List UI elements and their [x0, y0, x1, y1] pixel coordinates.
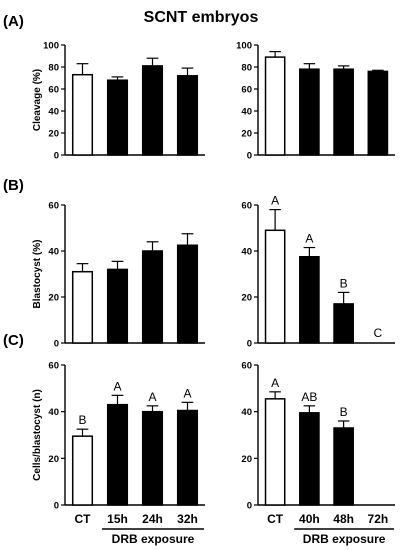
- y-tick-label: 20: [48, 293, 59, 304]
- y-axis-label: Cells/blastocyst (n): [32, 389, 43, 481]
- bar-15h: [106, 403, 129, 506]
- significance-letter: B: [78, 413, 86, 427]
- panels: (A)Cleavage (%)020406080100020406080100(…: [3, 13, 395, 546]
- y-tick-label: 40: [48, 247, 59, 258]
- significance-letter: A: [148, 390, 156, 404]
- y-tick-label: 40: [48, 407, 59, 418]
- chart-panel-6: 0 20 40 60 A CT AB 40h B 48h 72h DRB exposure: [241, 361, 395, 546]
- significance-letter: A: [271, 194, 279, 208]
- x-tick-label: 48h: [333, 512, 354, 526]
- y-tick-label: 100: [236, 41, 252, 52]
- chart-panel-5: (C) Cells/blastocyst (n) 0 20 40 60 B CT A 15h A 24…: [3, 332, 205, 546]
- significance-letter: B: [340, 405, 348, 419]
- chart-panel-4: 0 20 40 60 A A B C: [241, 194, 395, 350]
- group-label: DRB exposure: [303, 532, 386, 546]
- y-tick-label: 40: [241, 107, 252, 118]
- y-tick-label: 80: [48, 63, 59, 74]
- y-tick-label: 40: [241, 247, 252, 258]
- y-tick-label: 40: [241, 407, 252, 418]
- bar-15h: [106, 268, 129, 344]
- panel-label: (B): [3, 177, 24, 194]
- y-tick-label: 40: [48, 107, 59, 118]
- x-tick-label: CT: [267, 512, 284, 526]
- bar-40h: [299, 68, 320, 156]
- bar-48h: [333, 427, 354, 506]
- significance-letter: B: [340, 276, 348, 290]
- y-tick-label: 80: [241, 63, 252, 74]
- y-tick-label: 0: [247, 501, 252, 512]
- group-label: DRB exposure: [112, 532, 195, 546]
- panel-label: (C): [3, 332, 24, 349]
- y-tick-label: 60: [241, 85, 252, 96]
- y-axis-label: Cleavage (%): [32, 69, 43, 131]
- panel-label: (A): [3, 13, 24, 30]
- chart-panel-1: (A) Cleavage (%) 0 20 40 60 80 100: [3, 13, 205, 162]
- bar-15h: [106, 79, 129, 156]
- bar-32h: [176, 244, 199, 344]
- bar-CT: [71, 270, 94, 344]
- y-tick-label: 60: [241, 361, 252, 372]
- y-tick-label: 60: [48, 201, 59, 212]
- y-tick-label: 100: [43, 41, 59, 52]
- significance-letter: C: [374, 326, 383, 340]
- significance-letter: A: [305, 232, 313, 246]
- bar-32h: [176, 409, 199, 506]
- bar-48h: [333, 68, 354, 156]
- bar-CT: [264, 229, 286, 344]
- x-tick-label: 24h: [142, 512, 163, 526]
- bar-24h: [141, 410, 164, 506]
- chart-panel-3: (B) Blastocyst (%) 0 20 40 60: [3, 177, 205, 350]
- bar-72h: [367, 70, 389, 156]
- bar-40h: [299, 256, 320, 344]
- chart-panel-2: 0 20 40 60 80 100: [236, 41, 395, 162]
- y-tick-label: 20: [241, 129, 252, 140]
- y-axis-label: Blastocyst (%): [32, 240, 43, 309]
- y-tick-label: 60: [241, 201, 252, 212]
- x-tick-label: CT: [75, 512, 92, 526]
- y-tick-label: 0: [54, 501, 59, 512]
- y-tick-label: 60: [48, 361, 59, 372]
- bar-CT: [264, 56, 286, 156]
- bar-24h: [141, 250, 164, 344]
- significance-letter: A: [271, 376, 279, 390]
- bar-CT: [264, 398, 286, 506]
- bar-24h: [141, 65, 164, 156]
- significance-letter: A: [183, 386, 191, 400]
- significance-letter: A: [113, 379, 121, 393]
- bar-32h: [176, 75, 199, 156]
- x-tick-label: 15h: [107, 512, 128, 526]
- y-tick-label: 0: [54, 151, 59, 162]
- y-tick-label: 20: [241, 454, 252, 465]
- bar-40h: [299, 412, 320, 506]
- figure-title: SCNT embryos: [144, 9, 259, 26]
- bar-CT: [71, 435, 94, 506]
- y-tick-label: 60: [48, 85, 59, 96]
- x-tick-label: 72h: [368, 512, 389, 526]
- significance-letter: AB: [301, 390, 317, 404]
- y-tick-label: 20: [48, 129, 59, 140]
- x-tick-label: 40h: [299, 512, 320, 526]
- y-tick-label: 0: [54, 339, 59, 350]
- x-tick-label: 32h: [177, 512, 198, 526]
- y-tick-label: 20: [241, 293, 252, 304]
- y-tick-label: 0: [247, 339, 252, 350]
- bar-CT: [71, 73, 94, 156]
- y-tick-label: 0: [247, 151, 252, 162]
- y-tick-label: 20: [48, 454, 59, 465]
- bar-48h: [333, 303, 354, 344]
